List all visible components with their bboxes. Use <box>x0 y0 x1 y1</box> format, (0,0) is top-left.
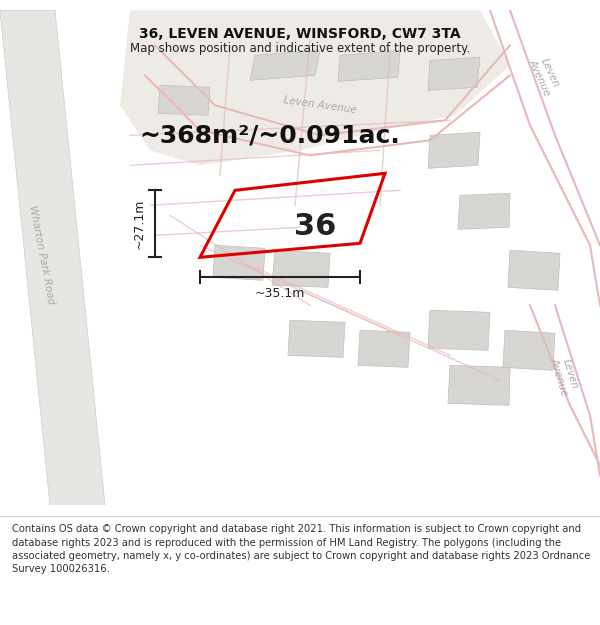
Polygon shape <box>0 10 105 505</box>
Polygon shape <box>213 245 265 280</box>
Text: Leven
Avenue: Leven Avenue <box>527 53 563 98</box>
Text: Leven
Avenue: Leven Avenue <box>549 353 581 398</box>
Polygon shape <box>120 10 510 165</box>
Text: ~368m²/~0.091ac.: ~368m²/~0.091ac. <box>140 123 400 148</box>
Polygon shape <box>508 250 560 290</box>
Polygon shape <box>358 330 410 367</box>
Text: Wharton Park Road: Wharton Park Road <box>28 205 56 306</box>
Text: Contains OS data © Crown copyright and database right 2021. This information is : Contains OS data © Crown copyright and d… <box>12 524 590 574</box>
Text: 36: 36 <box>294 211 336 241</box>
Polygon shape <box>272 250 330 288</box>
Polygon shape <box>428 58 480 90</box>
Polygon shape <box>428 132 480 168</box>
Text: Map shows position and indicative extent of the property.: Map shows position and indicative extent… <box>130 42 470 55</box>
Text: Leven Avenue: Leven Avenue <box>283 95 357 116</box>
Polygon shape <box>288 320 345 357</box>
Polygon shape <box>428 310 490 350</box>
Polygon shape <box>338 50 400 81</box>
Polygon shape <box>158 85 210 115</box>
Text: ~27.1m: ~27.1m <box>133 199 146 249</box>
Polygon shape <box>448 365 510 405</box>
Polygon shape <box>503 330 555 370</box>
Text: ~35.1m: ~35.1m <box>255 287 305 300</box>
Text: 36, LEVEN AVENUE, WINSFORD, CW7 3TA: 36, LEVEN AVENUE, WINSFORD, CW7 3TA <box>139 28 461 41</box>
Polygon shape <box>458 193 510 229</box>
Polygon shape <box>250 50 320 80</box>
